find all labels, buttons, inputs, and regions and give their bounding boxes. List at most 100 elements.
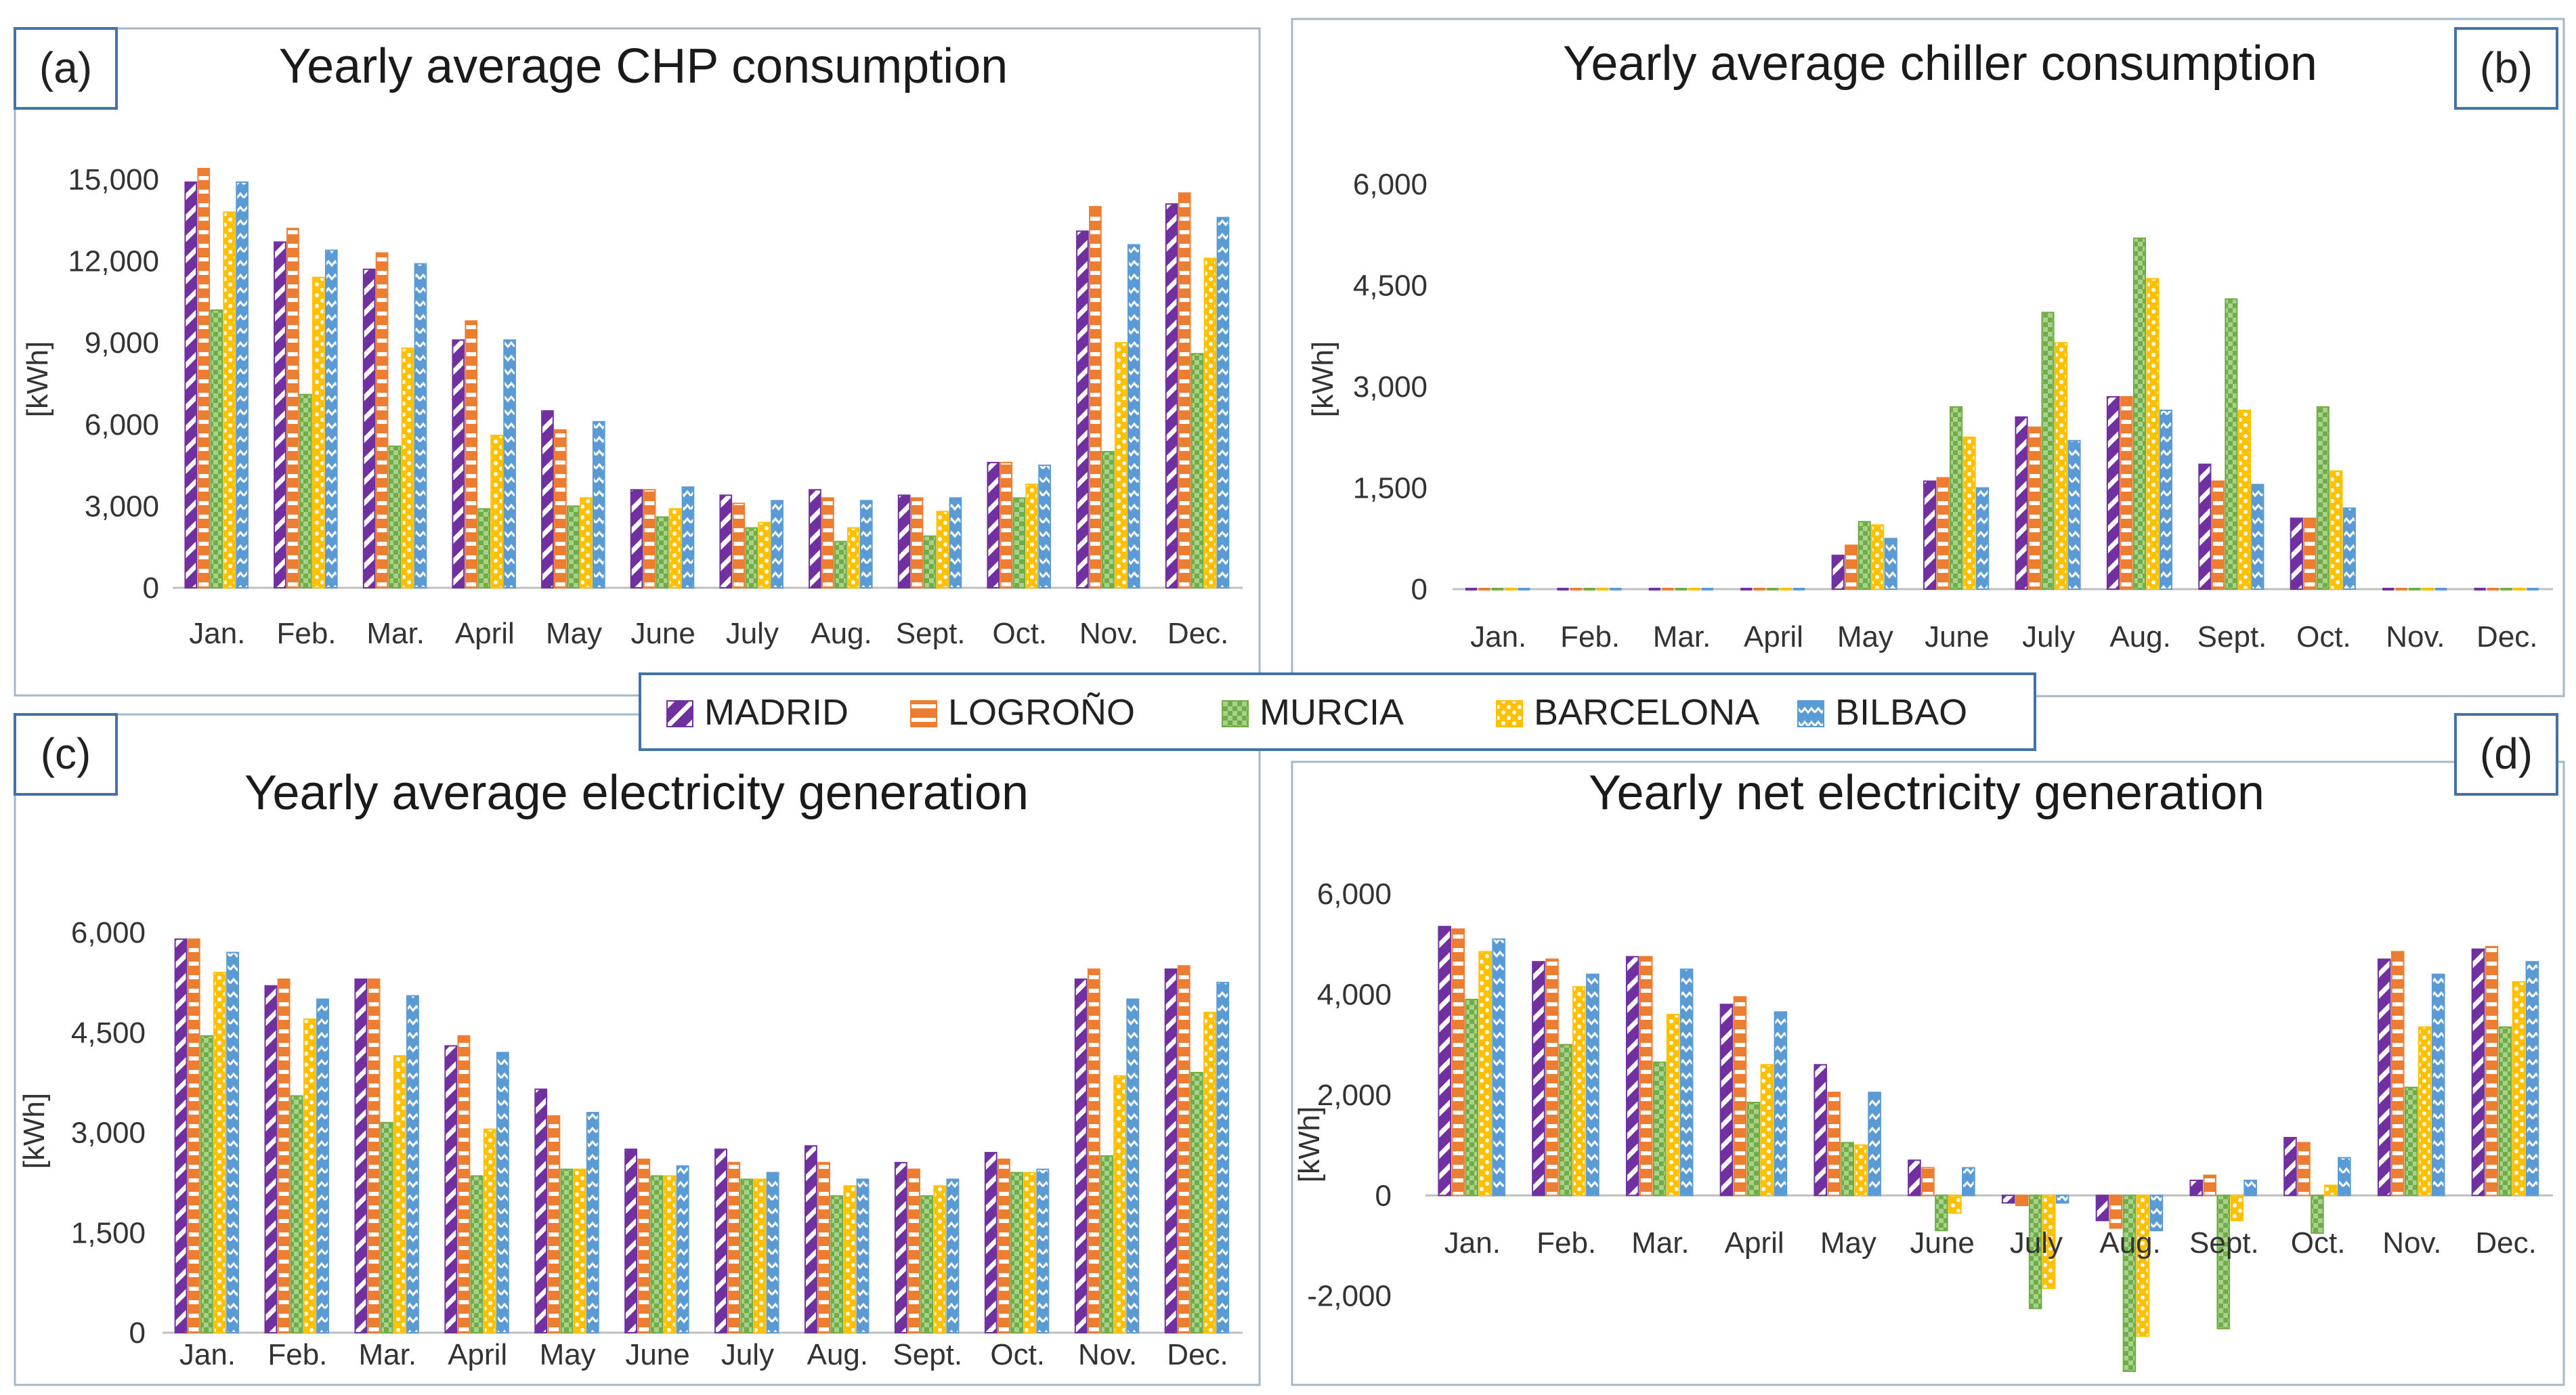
chart-c-bar-murcia: [380, 1121, 393, 1333]
chart-c-bar-murcia: [920, 1195, 934, 1333]
chart-a-bar-bilbao: [681, 486, 695, 589]
chart-b-bar-murcia: [2500, 588, 2512, 591]
chart-d-bar-murcia: [1465, 998, 1478, 1197]
chart-b-bar-logroño: [2395, 588, 2407, 591]
chart-a-category-label: Aug.: [811, 617, 872, 650]
chart-d-ylabel: [kWh]: [1293, 1107, 1326, 1182]
chart-c-bar-logroño: [547, 1115, 561, 1333]
chart-a-bar-barcelona: [936, 511, 949, 588]
chart-a-bar-logroño: [821, 497, 834, 589]
chart-a-category-label: Oct.: [992, 617, 1047, 650]
chart-d-bar-logroño: [1827, 1092, 1841, 1197]
chart-c-bar-madrid: [534, 1088, 548, 1333]
chart-d-bar-logroño: [1639, 956, 1653, 1197]
chart-b-bar-murcia: [1950, 406, 1963, 591]
chart-a-bar-logroño: [465, 320, 478, 588]
chart-b-title: Yearly average chiller consumption: [1563, 37, 2317, 91]
chart-d-category-label: Aug.: [2099, 1226, 2161, 1260]
chart-d-bar-bilbao: [2244, 1180, 2257, 1197]
legend-label-logroño: LOGROÑO: [948, 692, 1135, 733]
panel-c-label: (c): [41, 729, 91, 778]
chart-d-bar-madrid: [1908, 1159, 1921, 1197]
chart-c-bar-madrid: [894, 1161, 907, 1333]
chart-b-bar-murcia: [2225, 298, 2238, 590]
chart-a-category-label: July: [726, 617, 779, 650]
chart-b-bar-madrid: [1557, 588, 1569, 591]
chart-d-plot: -2,000 0 2,000 4,000 6,000 Jan. Feb. Mar. April M…: [1307, 878, 2553, 1373]
chart-a-bar-bilbao: [592, 421, 605, 589]
chart-d-bar-bilbao: [1492, 938, 1505, 1197]
chart-c-bar-logroño: [367, 978, 381, 1333]
chart-d-category-label: Mar.: [1631, 1226, 1690, 1260]
chart-c-bar-barcelona: [753, 1178, 767, 1333]
chart-d-bar-bilbao: [2338, 1157, 2351, 1197]
chart-c-bar-bilbao: [226, 951, 240, 1334]
chart-d-ytick-label: 6,000: [1317, 878, 1392, 911]
chart-a-bar-murcia: [656, 516, 669, 588]
chart-c-bar-bilbao: [406, 995, 419, 1333]
chart-a-bar-bilbao: [236, 181, 249, 588]
chart-c-bar-barcelona: [303, 1018, 316, 1334]
chart-d-bar-bilbao: [2149, 1195, 2164, 1232]
chart-d-ytick-label: 2,000: [1317, 1079, 1392, 1112]
chart-d-bar-madrid: [1438, 926, 1452, 1197]
chart-a-bar-madrid: [987, 462, 1000, 589]
chart-b-bar-logroño: [2027, 426, 2042, 590]
chart-b-bar-barcelona: [2237, 409, 2251, 591]
chart-d-bar-barcelona: [2512, 981, 2526, 1197]
chart-b-bar-barcelona: [1688, 588, 1700, 591]
chart-d-category-label: Dec.: [2475, 1226, 2536, 1260]
chart-b-category-label: July: [2022, 620, 2075, 653]
legend-swatch-bilbao: [1797, 700, 1824, 727]
chart-b-bar-madrid: [2106, 395, 2120, 590]
chart-a-ytick-label: 6,000: [85, 408, 159, 442]
chart-b-bar-madrid: [2015, 416, 2028, 590]
chart-d-bar-bilbao: [2525, 961, 2539, 1197]
panel-a-label-box: [14, 27, 118, 110]
chart-d-category-label: Nov.: [2382, 1226, 2441, 1260]
chart-d-bar-murcia: [2216, 1195, 2230, 1329]
chart-d-category-label: July: [2010, 1226, 2063, 1260]
chart-d-bar-madrid: [2471, 948, 2485, 1197]
chart-a-bar-logroño: [643, 489, 656, 589]
chart-a-bar-logroño: [910, 497, 924, 589]
chart-c-bar-logroño: [637, 1158, 651, 1334]
chart-a-bar-bilbao: [859, 500, 873, 588]
chart-a-category-label: Nov.: [1079, 617, 1138, 650]
chart-a-bar-madrid: [1076, 230, 1089, 588]
chart-b-bar-logroño: [1570, 588, 1583, 591]
chart-b-category-label: Oct.: [2296, 620, 2351, 653]
chart-b-bar-logroño: [1753, 588, 1765, 591]
panel-c-frame: [14, 713, 1261, 1386]
chart-d-ytick-label: -2,000: [1307, 1280, 1392, 1313]
chart-a-bar-madrid: [630, 489, 643, 589]
chart-b-plot: 0 1,500 3,000 4,500 6,000 Jan. Feb. Mar. April Ma…: [1353, 168, 2553, 653]
chart-a-bar-barcelona: [1114, 342, 1128, 588]
chart-c-bar-madrid: [714, 1149, 727, 1333]
chart-d-bar-barcelona: [1948, 1195, 1962, 1214]
panel-c-label-box: [14, 713, 118, 796]
chart-c-bar-murcia: [290, 1095, 303, 1333]
chart-c-category-label: Feb.: [267, 1338, 327, 1371]
chart-a-bar-bilbao: [771, 500, 783, 588]
chart-a-bar-barcelona: [1203, 257, 1217, 588]
chart-d-ytick-label: 4,000: [1317, 978, 1392, 1011]
chart-d-bar-bilbao: [1774, 1011, 1788, 1197]
chart-c-bar-bilbao: [1126, 998, 1140, 1333]
chart-c-category-label: Aug.: [807, 1338, 869, 1371]
chart-d-bar-logroño: [2109, 1195, 2123, 1229]
chart-a-bar-murcia: [1102, 451, 1115, 588]
chart-c-bar-madrid: [984, 1152, 997, 1334]
chart-c-bar-madrid: [174, 938, 188, 1333]
chart-b-category-label: Mar.: [1653, 620, 1711, 653]
chart-d-bar-bilbao: [1868, 1092, 1881, 1197]
chart-d-bar-madrid: [1813, 1064, 1828, 1197]
chart-d-bar-barcelona: [2230, 1195, 2244, 1222]
chart-a-bar-logroño: [554, 429, 567, 589]
panel-b-label-box: [2454, 27, 2558, 110]
chart-c-category-label: July: [721, 1338, 774, 1371]
chart-a-bar-murcia: [745, 527, 758, 588]
chart-d-bar-logroño: [1733, 996, 1747, 1197]
chart-c-bar-logroño: [1087, 968, 1100, 1334]
chart-b-ytick-label: 1,500: [1353, 472, 1427, 505]
